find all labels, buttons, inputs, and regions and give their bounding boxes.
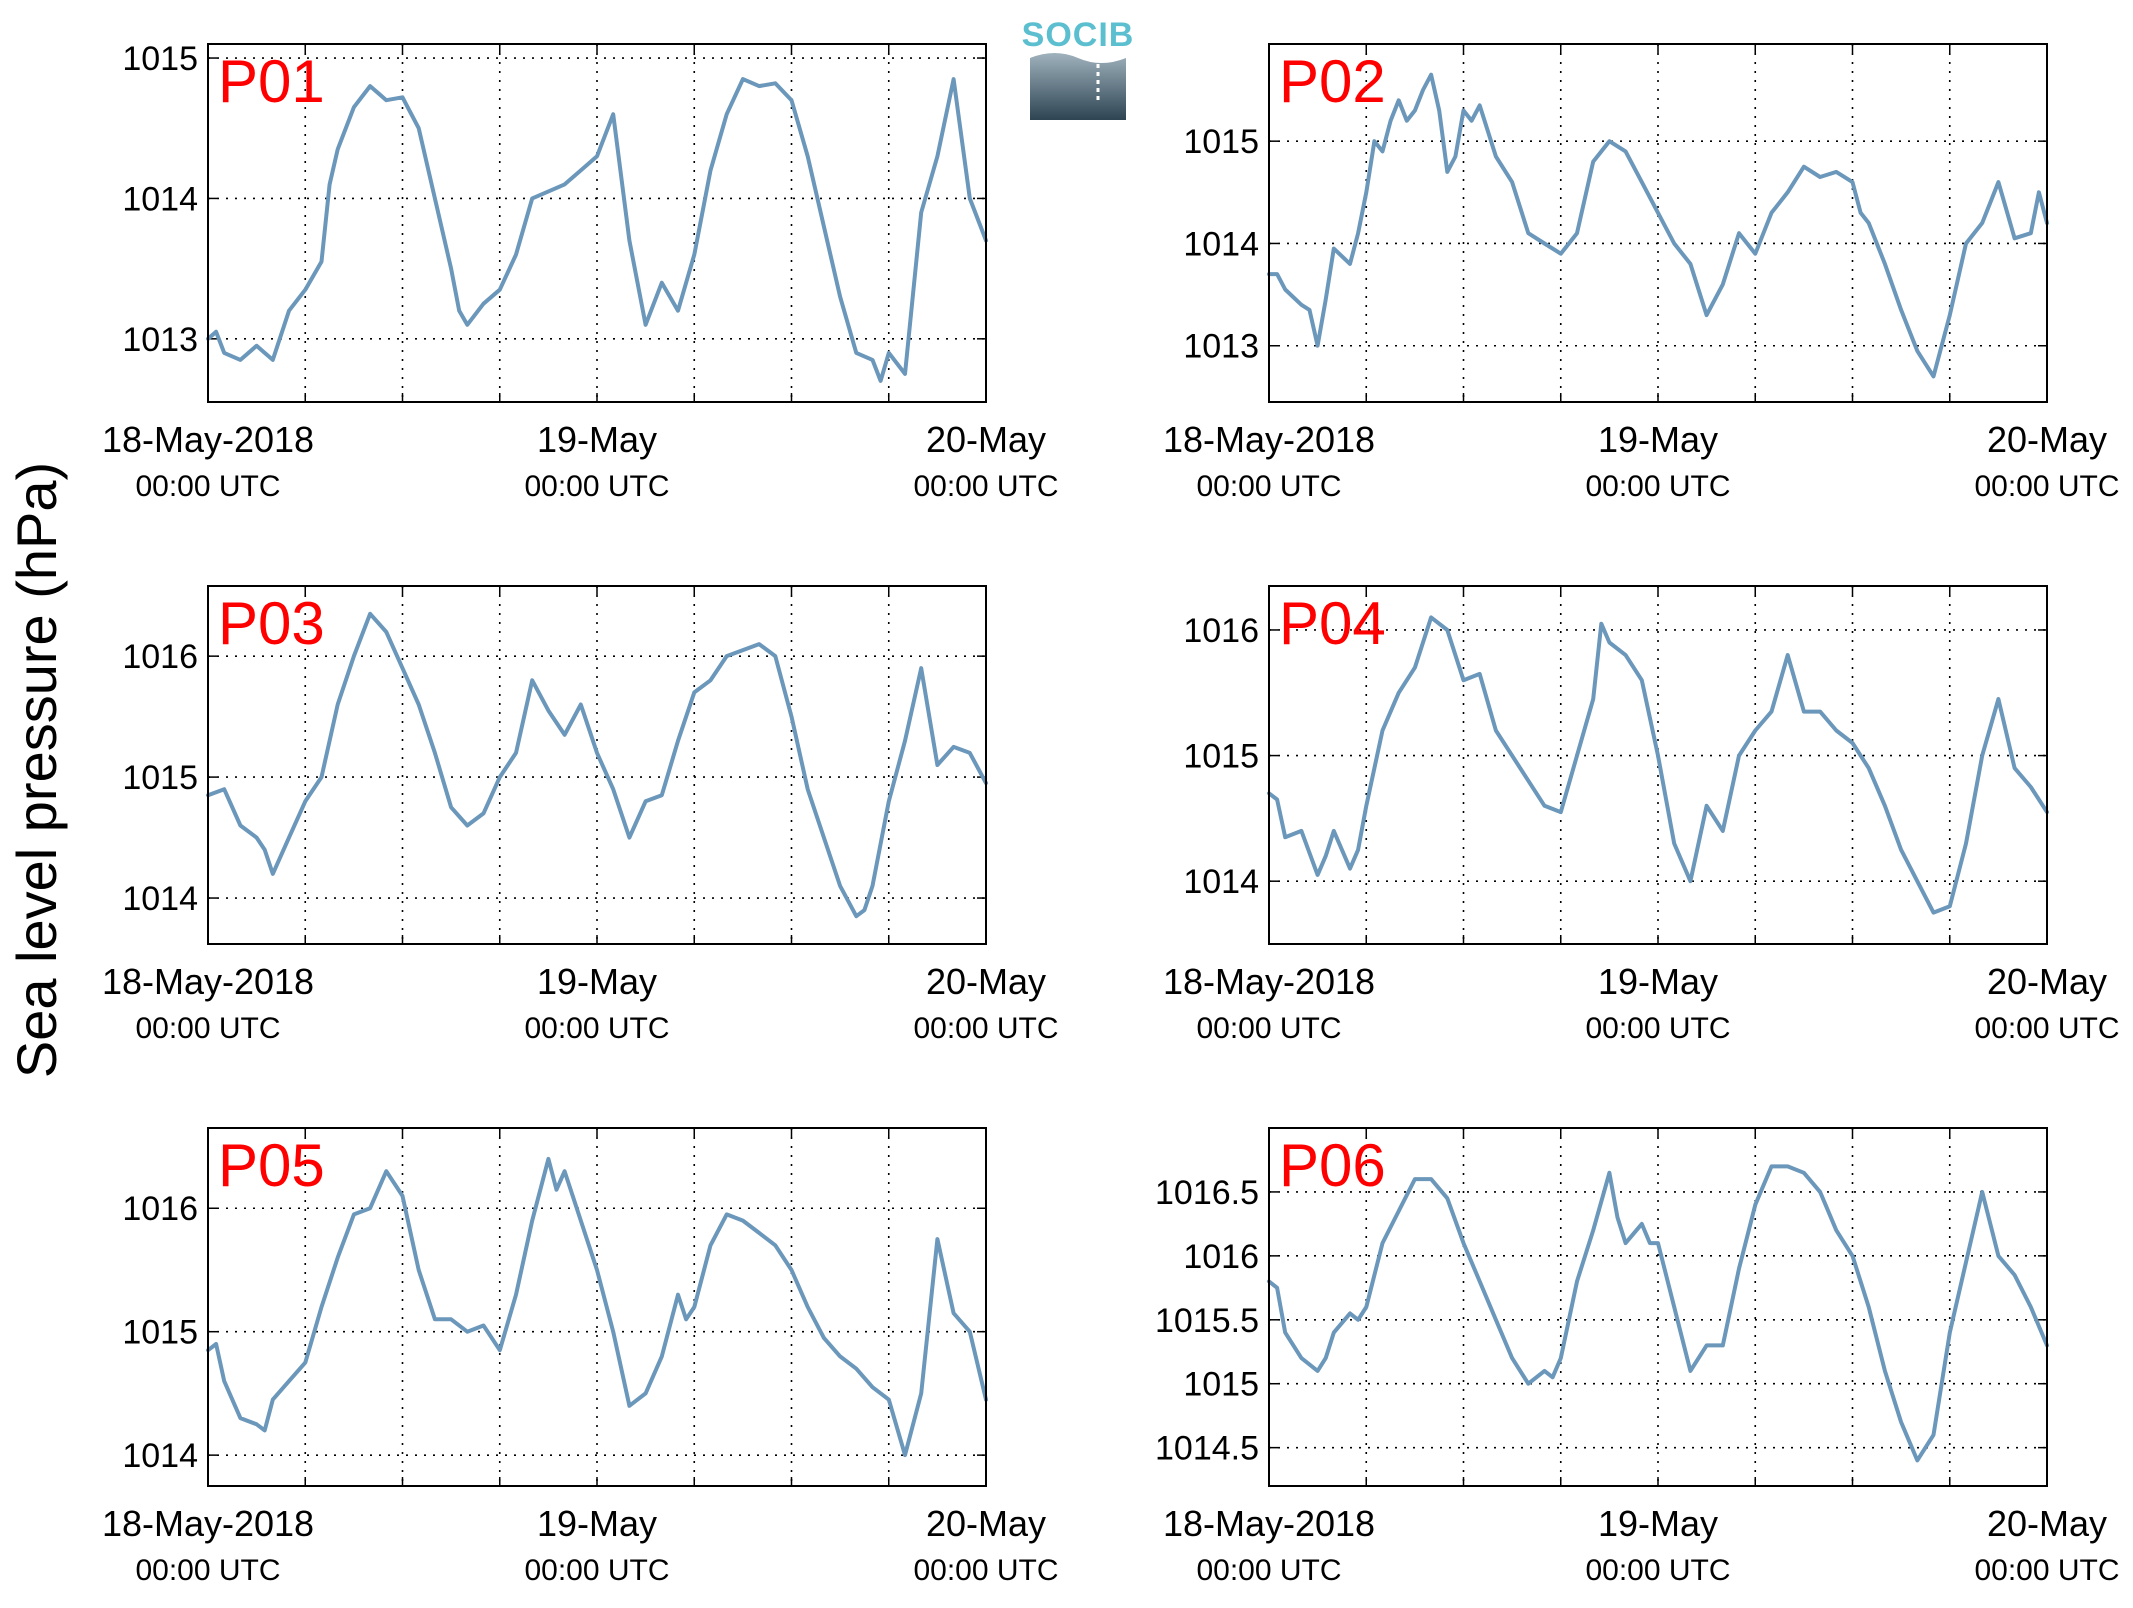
series-line-p01 xyxy=(206,77,988,383)
series-line-p04 xyxy=(1267,615,2049,915)
plot-frame xyxy=(207,1127,987,1487)
y-tick-label: 1015 xyxy=(122,40,198,78)
y-axis-label: Sea level pressure (hPa) xyxy=(5,462,68,1078)
x-tick-label-time: 00:00 UTC xyxy=(913,1012,1058,1045)
x-tick-label-time: 00:00 UTC xyxy=(1196,1554,1341,1587)
x-tick-label-time: 00:00 UTC xyxy=(1974,470,2119,503)
x-tick-label-date: 18-May-2018 xyxy=(1163,419,1375,460)
x-tick-label-date: 18-May-2018 xyxy=(1163,1503,1375,1544)
logo-text: SOCIB xyxy=(1022,16,1135,54)
y-tick-label: 1014 xyxy=(122,880,198,918)
y-tick-label: 1015 xyxy=(1183,123,1259,161)
panel-title: P06 xyxy=(1279,1132,1386,1199)
x-tick-label-time: 00:00 UTC xyxy=(1974,1554,2119,1587)
y-tick-label: 1014 xyxy=(1183,225,1259,263)
x-tick-label-date: 19-May xyxy=(1598,419,1718,460)
panel-title: P01 xyxy=(218,48,325,115)
y-tick-label: 1014 xyxy=(122,1437,198,1475)
plot-frame xyxy=(207,43,987,403)
x-tick-label-time: 00:00 UTC xyxy=(1974,1012,2119,1045)
panel-title: P04 xyxy=(1279,590,1386,657)
x-tick-label-date: 20-May xyxy=(1987,1503,2107,1544)
x-tick-label-date: 18-May-2018 xyxy=(102,419,314,460)
y-tick-label: 1015 xyxy=(122,1314,198,1352)
y-tick-label: 1013 xyxy=(122,321,198,359)
series-line-p03 xyxy=(206,611,988,919)
y-tick-label: 1016.5 xyxy=(1155,1174,1259,1212)
x-tick-label-time: 00:00 UTC xyxy=(135,470,280,503)
x-tick-label-date: 18-May-2018 xyxy=(102,1503,314,1544)
panel-p06: 1014.5 1015 1015.5 1016 1016.5 18-May-2018 00:… xyxy=(1155,1127,2120,1587)
y-tick-label: 1015 xyxy=(122,759,198,797)
x-tick-label-date: 19-May xyxy=(537,961,657,1002)
x-tick-label-date: 18-May-2018 xyxy=(102,961,314,1002)
x-tick-label-time: 00:00 UTC xyxy=(524,470,669,503)
chart-panels: 1013 1014 1015 18-May-2018 00:00 UTC 19-May 00… xyxy=(102,40,2120,1587)
x-tick-label-time: 00:00 UTC xyxy=(1585,1012,1730,1045)
x-tick-label-date: 19-May xyxy=(537,1503,657,1544)
panel-p01: 1013 1014 1015 18-May-2018 00:00 UTC 19-May 00… xyxy=(102,40,1059,503)
x-tick-label-time: 00:00 UTC xyxy=(524,1012,669,1045)
series-line-p06 xyxy=(1267,1164,2049,1463)
series-line-p02 xyxy=(1267,72,2049,379)
x-tick-label-date: 19-May xyxy=(537,419,657,460)
x-tick-label-date: 18-May-2018 xyxy=(1163,961,1375,1002)
plot-frame xyxy=(207,585,987,945)
y-tick-label: 1013 xyxy=(1183,328,1259,366)
x-tick-label-date: 20-May xyxy=(926,1503,1046,1544)
x-tick-label-date: 20-May xyxy=(926,961,1046,1002)
plot-frame xyxy=(1268,1127,2048,1487)
x-tick-label-time: 00:00 UTC xyxy=(1585,470,1730,503)
panel-p04: 1014 1015 1016 18-May-2018 00:00 UTC 19-May 00… xyxy=(1163,585,2120,1045)
y-tick-label: 1016 xyxy=(122,638,198,676)
x-tick-label-time: 00:00 UTC xyxy=(135,1012,280,1045)
x-tick-label-time: 00:00 UTC xyxy=(1196,1012,1341,1045)
socib-logo: SOCIB xyxy=(1022,16,1135,120)
x-tick-label-time: 00:00 UTC xyxy=(135,1554,280,1587)
y-tick-label: 1016 xyxy=(1183,1238,1259,1276)
x-tick-label-date: 20-May xyxy=(926,419,1046,460)
plot-frame xyxy=(1268,43,2048,403)
x-tick-label-time: 00:00 UTC xyxy=(913,470,1058,503)
x-tick-label-date: 20-May xyxy=(1987,419,2107,460)
panel-title: P03 xyxy=(218,590,325,657)
y-tick-label: 1014 xyxy=(122,180,198,218)
panel-p03: 1014 1015 1016 18-May-2018 00:00 UTC 19-May 00… xyxy=(102,585,1059,1045)
x-tick-label-time: 00:00 UTC xyxy=(524,1554,669,1587)
x-tick-label-time: 00:00 UTC xyxy=(913,1554,1058,1587)
y-tick-label: 1014.5 xyxy=(1155,1430,1259,1468)
panel-p05: 1014 1015 1016 18-May-2018 00:00 UTC 19-May 00… xyxy=(102,1127,1059,1587)
y-tick-label: 1015 xyxy=(1183,738,1259,776)
y-tick-label: 1016 xyxy=(122,1190,198,1228)
y-tick-label: 1015.5 xyxy=(1155,1302,1259,1340)
x-tick-label-date: 20-May xyxy=(1987,961,2107,1002)
panel-p02: 1013 1014 1015 18-May-2018 00:00 UTC 19-May 00… xyxy=(1163,43,2120,503)
logo-wave xyxy=(1030,53,1126,120)
y-tick-label: 1016 xyxy=(1183,612,1259,650)
plot-frame xyxy=(1268,585,2048,945)
x-tick-label-date: 19-May xyxy=(1598,961,1718,1002)
y-tick-label: 1014 xyxy=(1183,863,1259,901)
panel-title: P05 xyxy=(218,1132,325,1199)
x-tick-label-date: 19-May xyxy=(1598,1503,1718,1544)
y-tick-label: 1015 xyxy=(1183,1366,1259,1404)
x-tick-label-time: 00:00 UTC xyxy=(1585,1554,1730,1587)
panel-title: P02 xyxy=(1279,48,1386,115)
series-line-p05 xyxy=(206,1156,988,1458)
x-tick-label-time: 00:00 UTC xyxy=(1196,470,1341,503)
